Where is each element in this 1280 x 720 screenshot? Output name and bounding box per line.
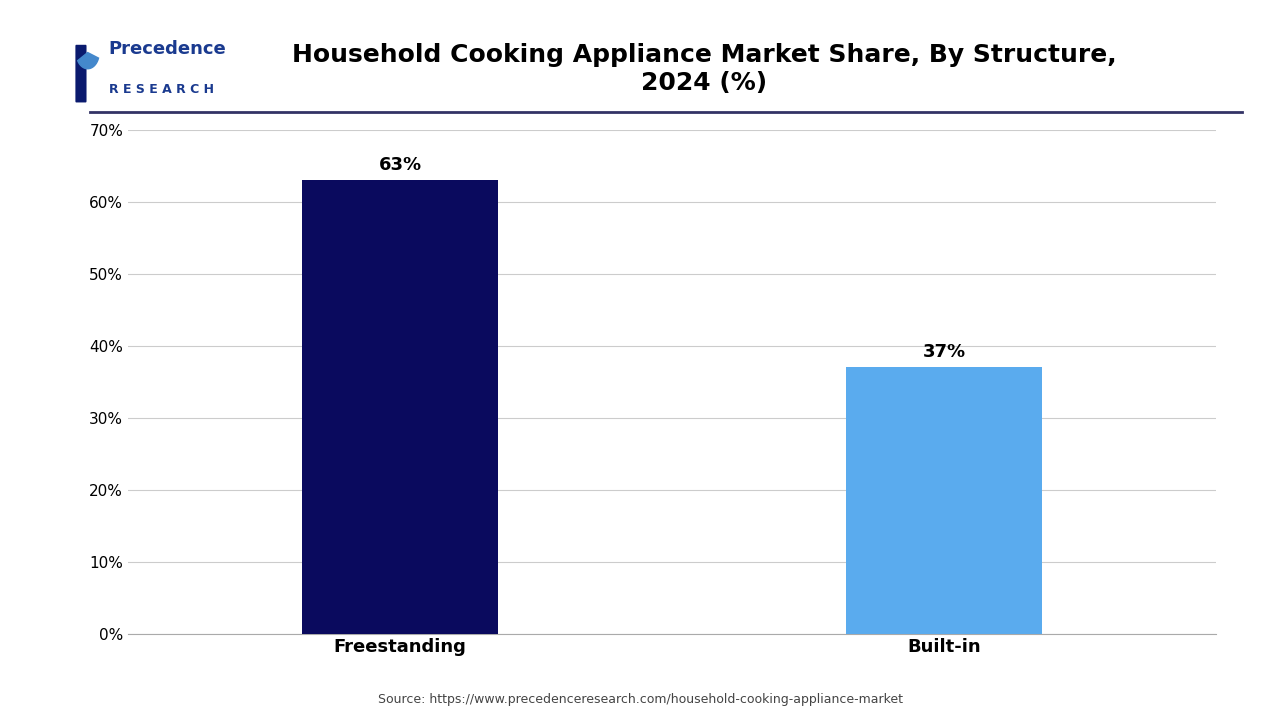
Bar xyxy=(846,367,1042,634)
Text: Precedence: Precedence xyxy=(109,40,227,58)
Polygon shape xyxy=(78,53,99,68)
Bar xyxy=(302,180,498,634)
Text: 63%: 63% xyxy=(379,156,421,174)
FancyBboxPatch shape xyxy=(76,45,87,102)
Text: Source: https://www.precedenceresearch.com/household-cooking-appliance-market: Source: https://www.precedenceresearch.c… xyxy=(378,693,902,706)
Text: 37%: 37% xyxy=(923,343,965,361)
Text: Household Cooking Appliance Market Share, By Structure,
2024 (%): Household Cooking Appliance Market Share… xyxy=(292,43,1116,95)
Text: R E S E A R C H: R E S E A R C H xyxy=(109,83,214,96)
